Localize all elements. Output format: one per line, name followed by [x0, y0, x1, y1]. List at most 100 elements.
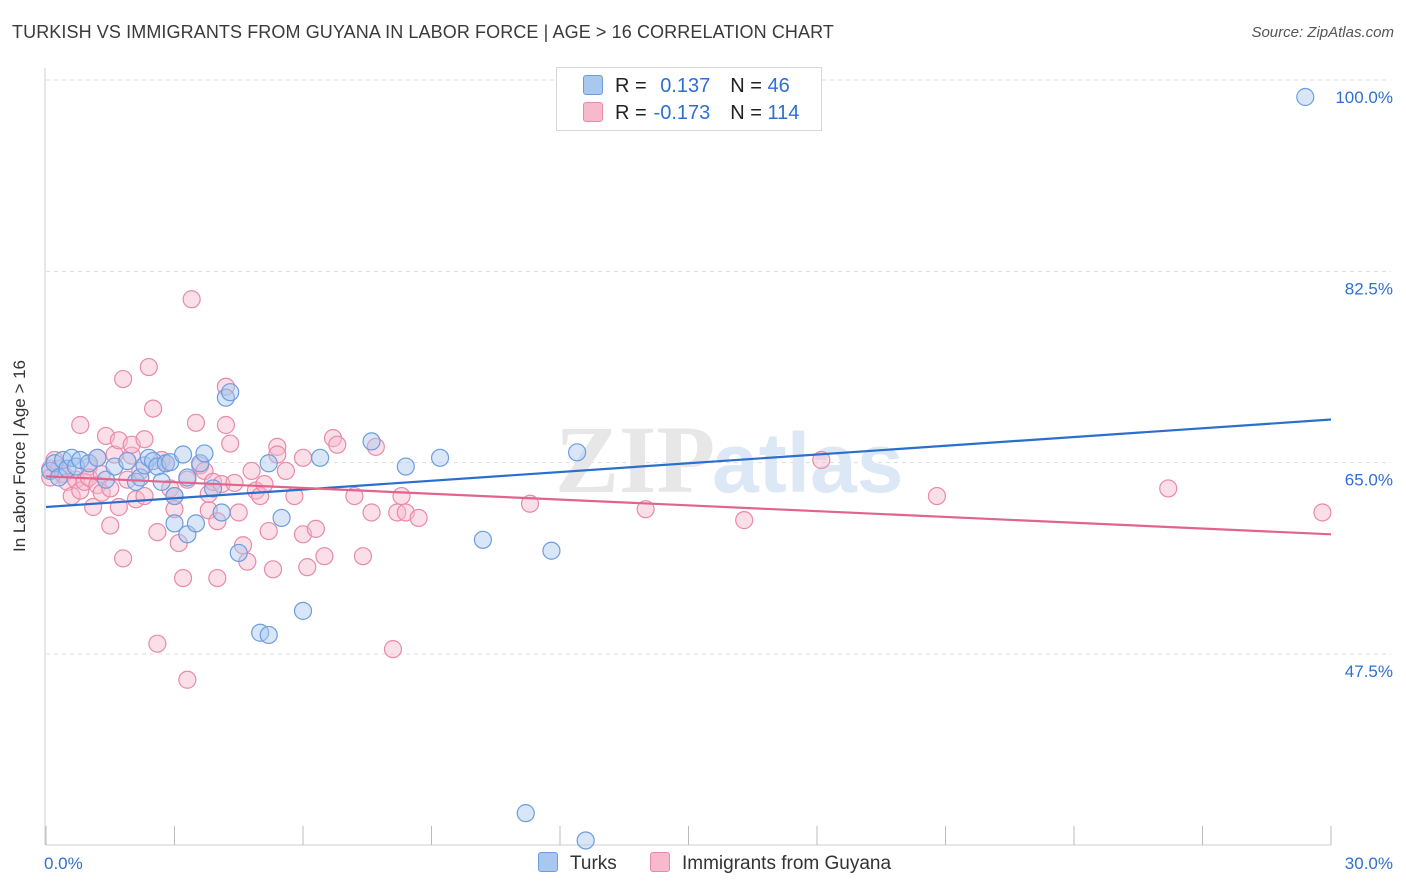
guyana-point-82: [362, 503, 381, 522]
guyana-point-9: [71, 415, 90, 435]
legend-row-guyana: R = -0.173 N = 114: [583, 102, 799, 126]
legend-r-label-2: R =: [615, 102, 653, 124]
turks-point-28: [191, 454, 210, 473]
turks-point-43: [430, 448, 450, 467]
guyana-point-35: [148, 523, 167, 542]
guyana-point-43: [173, 568, 193, 588]
guyana-point-81: [353, 547, 373, 566]
guyana-point-19: [101, 516, 120, 535]
legend-row-turks: R = 0.137 N = 46: [583, 75, 790, 99]
guyana-swatch: [583, 102, 603, 122]
turks-point-29: [195, 444, 214, 463]
turks-trend-line: [45, 418, 1332, 509]
watermark: ZIP atlas: [555, 406, 903, 513]
legend-n-value-guyana: 114: [767, 102, 800, 124]
turks-point-40: [311, 448, 330, 467]
guyana-point-53: [208, 512, 227, 531]
guyana-point-8: [71, 481, 90, 500]
bottom-legend-turks-label: Turks: [570, 853, 617, 874]
turks-point-38: [272, 508, 291, 528]
guyana-point-75: [298, 558, 317, 577]
guyana-point-34: [143, 399, 163, 418]
guyana-point-71: [276, 461, 295, 481]
turks-point-9: [88, 448, 107, 467]
source-note: Source: ZipAtlas.com: [1251, 24, 1394, 41]
bottom-legend-guyana-label: Immigrants from Guyana: [682, 853, 892, 874]
guyana-point-95: [1313, 503, 1332, 522]
turks-point-33: [221, 383, 240, 402]
trend-lines: [45, 418, 1332, 536]
x-tick-label-min: 0.0%: [44, 854, 83, 873]
guyana-point-90: [636, 500, 655, 519]
turks-point-12: [118, 451, 137, 471]
guyana-point-86: [392, 486, 411, 506]
grid-layer: [46, 79, 1391, 655]
guyana-point-68: [263, 560, 283, 579]
legend-n-value-turks: 46: [767, 75, 790, 97]
guyana-point-24: [113, 549, 133, 568]
bottom-guyana-swatch: [650, 852, 670, 872]
turks-point-44: [473, 530, 492, 549]
turks-point-48: [576, 831, 595, 850]
turks-point-31: [212, 503, 231, 522]
x-tick-label-max: 30.0%: [1345, 854, 1393, 873]
turks-point-34: [229, 543, 248, 563]
turks-point-27: [186, 514, 206, 533]
y-tick-label-3: 100.0%: [1335, 88, 1393, 107]
guyana-point-76: [306, 519, 325, 538]
guyana-point-57: [216, 415, 235, 435]
guyana-point-79: [328, 435, 347, 454]
guyana-trend-line: [45, 475, 1332, 536]
legend-r-value-guyana: -0.173: [653, 102, 711, 124]
legend-n-label-2: N =: [730, 102, 768, 124]
watermark-atlas: atlas: [712, 416, 903, 510]
guyana-point-93: [927, 486, 947, 506]
guyana-point-73: [293, 448, 313, 467]
legend-r-value-turks: 0.137: [660, 75, 711, 97]
guyana-point-69: [268, 437, 287, 456]
turks-point-23: [165, 486, 184, 506]
guyana-point-59: [225, 473, 244, 493]
y-axis-label: In Labor Force | Age > 16: [10, 359, 29, 553]
guyana-point-94: [1159, 479, 1178, 498]
guyana-point-36: [148, 634, 167, 653]
guyana-point-46: [182, 290, 201, 309]
guyana-point-91: [735, 511, 754, 530]
guyana-point-31: [135, 430, 154, 449]
turks-point-22: [165, 514, 184, 533]
turks-swatch: [583, 75, 603, 95]
guyana-point-67: [259, 521, 278, 541]
guyana-point-58: [221, 434, 240, 453]
guyana-point-77: [315, 547, 334, 566]
tick-labels: 47.5% 65.0% 82.5% 100.0% 0.0% 30.0%: [44, 88, 1393, 873]
turks-point-46: [542, 541, 561, 560]
turks-point-24: [173, 445, 193, 464]
turks-point-42: [396, 457, 415, 476]
turks-point-45: [516, 804, 535, 823]
turks-point-41: [362, 432, 381, 451]
y-tick-label-1: 65.0%: [1345, 471, 1393, 490]
turks-point-36: [259, 454, 278, 473]
guyana-point-88: [409, 508, 428, 528]
turks-point-49: [1296, 87, 1315, 107]
y-tick-label-0: 47.5%: [1345, 662, 1393, 681]
guyana-point-25: [113, 369, 133, 389]
guyana-point-54: [208, 568, 227, 588]
bottom-turks-swatch: [538, 852, 558, 872]
legend-n-label-1: N =: [730, 75, 768, 97]
guyana-point-92: [812, 450, 831, 470]
y-tick-label-2: 82.5%: [1345, 279, 1393, 298]
turks-point-37: [259, 625, 278, 645]
chart-title: TURKISH VS IMMIGRANTS FROM GUYANA IN LAB…: [12, 22, 835, 42]
guyana-point-60: [229, 503, 248, 522]
bottom-legend-guyana: Immigrants from Guyana: [650, 852, 891, 875]
axis-layer: [44, 68, 1332, 846]
guyana-point-66: [255, 474, 274, 494]
correlation-legend: R = 0.137 N = 46 R = -0.173 N = 114: [556, 67, 822, 131]
guyana-point-45: [178, 670, 197, 689]
guyana-point-84: [383, 640, 403, 659]
bottom-legend-turks: Turks: [538, 852, 617, 875]
guyana-point-80: [345, 486, 364, 506]
guyana-point-41: [165, 500, 184, 519]
